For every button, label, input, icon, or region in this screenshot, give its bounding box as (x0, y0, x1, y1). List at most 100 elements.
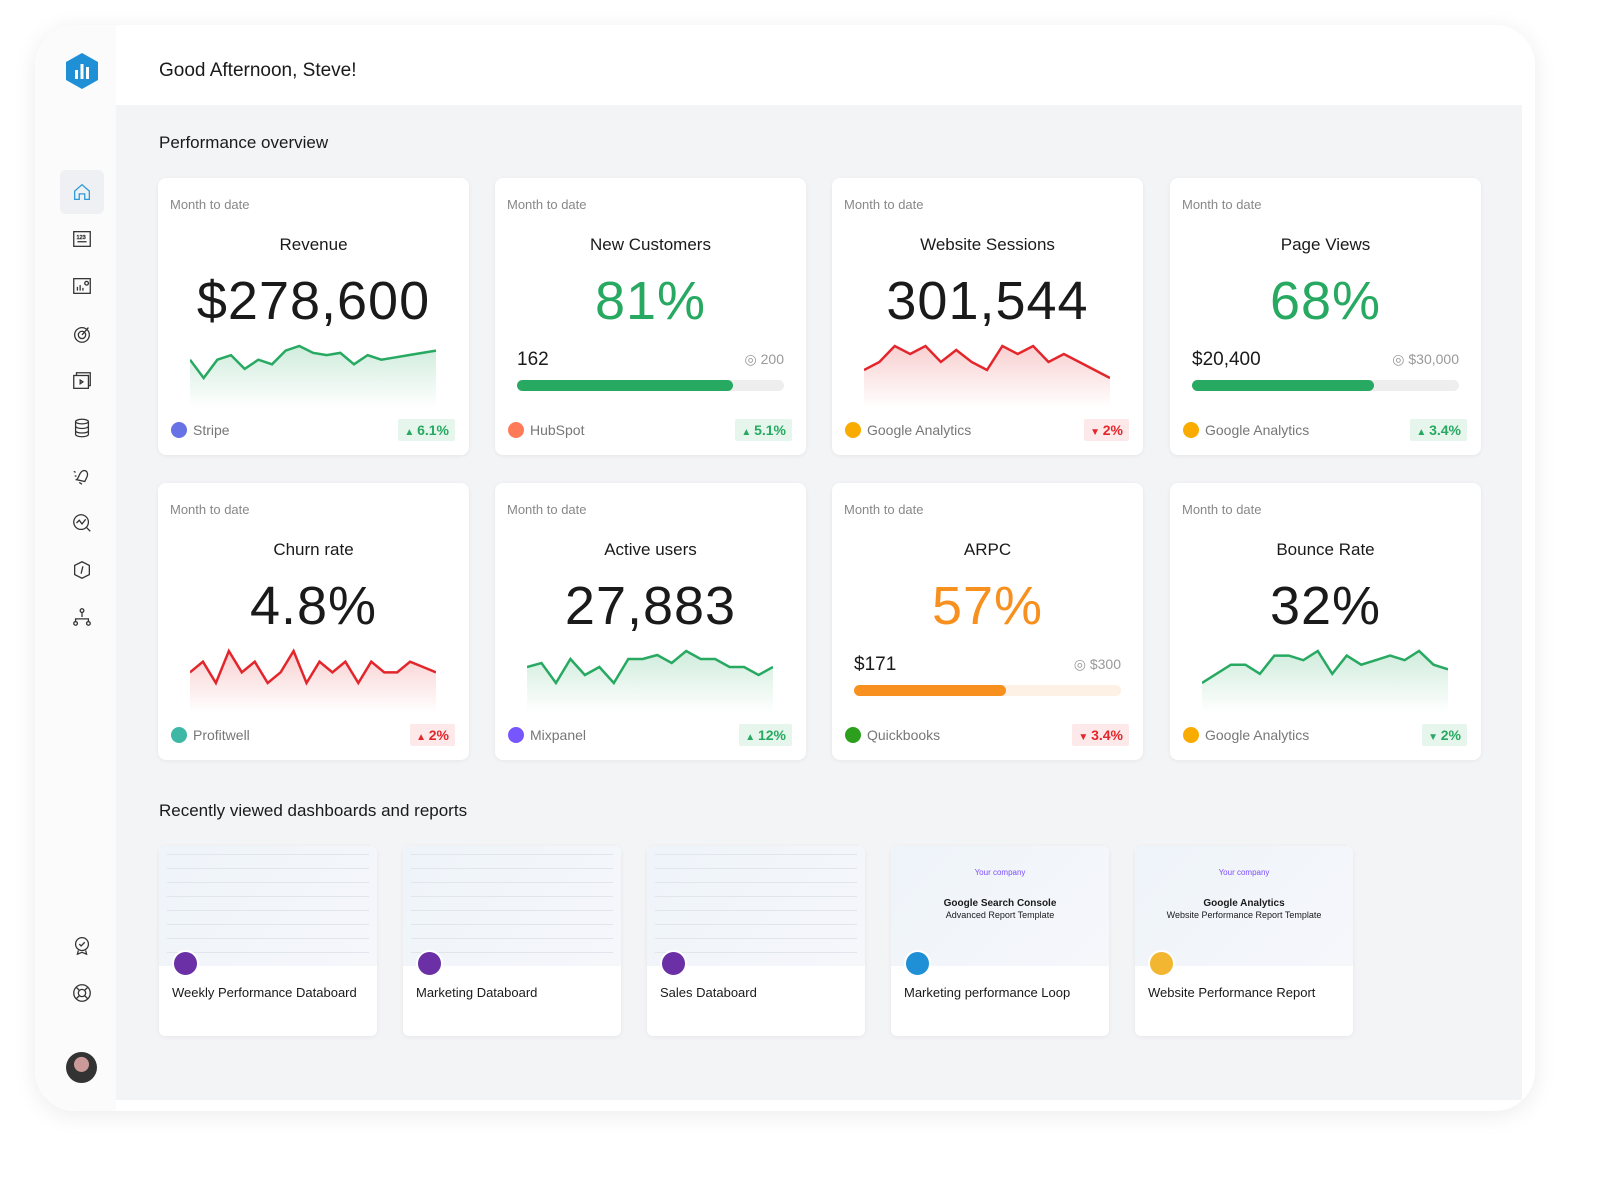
metric-card-website-sessions[interactable]: Month to date Website Sessions 301,544 Goog… (832, 178, 1143, 455)
databoard-icon (1148, 950, 1175, 977)
databoard-icon (172, 950, 199, 977)
databoard-icon (904, 950, 931, 977)
source: Quickbooks (845, 727, 940, 743)
stripe-icon (171, 422, 187, 438)
metric-card-bounce-rate[interactable]: Month to date Bounce Rate 32% Google Analyt… (1170, 483, 1481, 760)
recent-item[interactable]: Weekly Performance Databoard (159, 846, 377, 1036)
sparkline (190, 344, 436, 408)
change-value: 2% (428, 727, 449, 743)
period-label: Month to date (507, 197, 587, 212)
analytics-icon (73, 514, 91, 532)
recent-item[interactable]: Sales Databoard (647, 846, 865, 1036)
sidebar-item-dashboard[interactable] (60, 264, 104, 308)
arrow-down-icon: ▼ (1090, 427, 1103, 438)
databox-logo-icon[interactable] (65, 53, 99, 89)
greeting: Good Afternoon, Steve! (159, 60, 357, 81)
sparkline-area (1202, 651, 1448, 713)
metric-title: Revenue (279, 235, 348, 254)
main-content: Performance overview Month to date Revenu… (116, 105, 1522, 1100)
source: Stripe (171, 422, 230, 438)
change-value: 2% (1440, 727, 1461, 743)
target-icon: ◎ (744, 351, 761, 367)
recent-item[interactable]: Marketing Databoard (403, 846, 621, 1036)
source: Mixpanel (508, 727, 586, 743)
home-icon (74, 183, 90, 200)
sparkline-line (1202, 649, 1448, 685)
change-value: 3.4% (1429, 422, 1461, 438)
sidebar-item-data[interactable] (60, 406, 104, 450)
progress-fill (854, 685, 1007, 696)
google-analytics-icon (1183, 422, 1199, 438)
sidebar-item-alerts[interactable] (60, 454, 104, 498)
metric-card-revenue[interactable]: Month to date Revenue $278,600 Stripe ▲ 6.1% (158, 178, 469, 455)
progress-current: $171 (854, 654, 897, 675)
numbers-icon: 123 (73, 231, 91, 247)
metric-value: 27,883 (564, 576, 737, 636)
progress-bar (1192, 380, 1459, 391)
user-avatar[interactable] (66, 1052, 97, 1083)
arrow-up-icon: ▲ (416, 732, 429, 743)
progress-goal: ◎ $300 (1074, 656, 1121, 673)
arrow-up-icon: ▲ (1416, 427, 1430, 438)
sidebar-item-benchmarks[interactable] (60, 548, 104, 592)
metric-card-arpc[interactable]: Month to date ARPC 57% $171 ◎ $300 Quickbooks… (832, 483, 1143, 760)
progress-current: 162 (517, 349, 549, 370)
hubspot-icon (508, 422, 524, 438)
thumb-brand: Your company (1218, 868, 1270, 877)
sidebar-item-home[interactable] (60, 170, 104, 214)
goals-icon (74, 326, 90, 343)
sidebar-item-help[interactable] (60, 971, 104, 1015)
progress-goal: ◎ 200 (745, 351, 784, 368)
period-label: Month to date (170, 197, 250, 212)
metric-title: Churn rate (273, 540, 354, 559)
thumbnail (159, 846, 377, 966)
metric-title: ARPC (963, 540, 1012, 559)
sidebar-item-hierarchy[interactable] (60, 595, 104, 639)
metric-card-page-views[interactable]: Month to date Page Views 68% $20,400 ◎ $30,0… (1170, 178, 1481, 455)
change-value: 12% (757, 727, 786, 743)
recent-item[interactable]: Your company Google Search Console Advance… (891, 846, 1109, 1036)
source-name: Mixpanel (530, 727, 587, 743)
databoard-icon (416, 950, 443, 977)
sidebar-item-numbers[interactable]: 123 (60, 217, 104, 261)
source-name: Profitwell (193, 727, 250, 743)
badge-icon (74, 937, 90, 956)
progress-fill (1192, 380, 1374, 391)
sparkline-area (190, 651, 436, 713)
change-value: 3.4% (1091, 727, 1123, 743)
metric-value: 301,544 (886, 271, 1089, 331)
thumbnail: Your company Google Search Console Advance… (891, 846, 1109, 966)
sparkline-line (190, 648, 436, 686)
arrow-up-icon: ▲ (404, 427, 418, 438)
metric-value: 81% (594, 271, 707, 331)
sidebar-item-goals[interactable] (60, 312, 104, 356)
source-name: Google Analytics (867, 422, 972, 438)
progress-current: $20,400 (1192, 349, 1261, 370)
metric-card-churn-rate[interactable]: Month to date Churn rate 4.8% Profitwell ▲ 2… (158, 483, 469, 760)
sparkline (190, 648, 436, 713)
change-value: 5.1% (754, 422, 786, 438)
thumb-title: Google Analytics (1203, 898, 1285, 909)
benchmarks-icon (74, 561, 90, 579)
sidebar-item-badge[interactable] (60, 923, 104, 967)
sidebar-item-presentation[interactable] (60, 359, 104, 403)
progress-fill (517, 380, 734, 391)
recent-item[interactable]: Your company Google Analytics Website Perf… (1135, 846, 1353, 1036)
metric-card-new-customers[interactable]: Month to date New Customers 81% 162 ◎ 200 Hub… (495, 178, 806, 455)
help-icon (73, 984, 91, 1002)
goal-value: 200 (760, 351, 784, 367)
metric-value: $278,600 (196, 271, 431, 331)
sparkline (864, 344, 1110, 408)
metric-value: 32% (1269, 576, 1382, 636)
databoard-icon (660, 950, 687, 977)
google-analytics-icon (845, 422, 861, 438)
metric-title: Bounce Rate (1276, 540, 1375, 559)
sidebar-item-analytics[interactable] (60, 501, 104, 545)
target-icon: ◎ (1392, 351, 1409, 367)
thumb-brand: Your company (974, 868, 1026, 877)
metric-title: New Customers (590, 235, 711, 254)
item-name: Marketing performance Loop (904, 985, 1071, 1000)
change-badge: ▲ 6.1% (398, 419, 455, 441)
metric-card-active-users[interactable]: Month to date Active users 27,883 Mixpanel ▲… (495, 483, 806, 760)
source: Google Analytics (845, 422, 971, 438)
